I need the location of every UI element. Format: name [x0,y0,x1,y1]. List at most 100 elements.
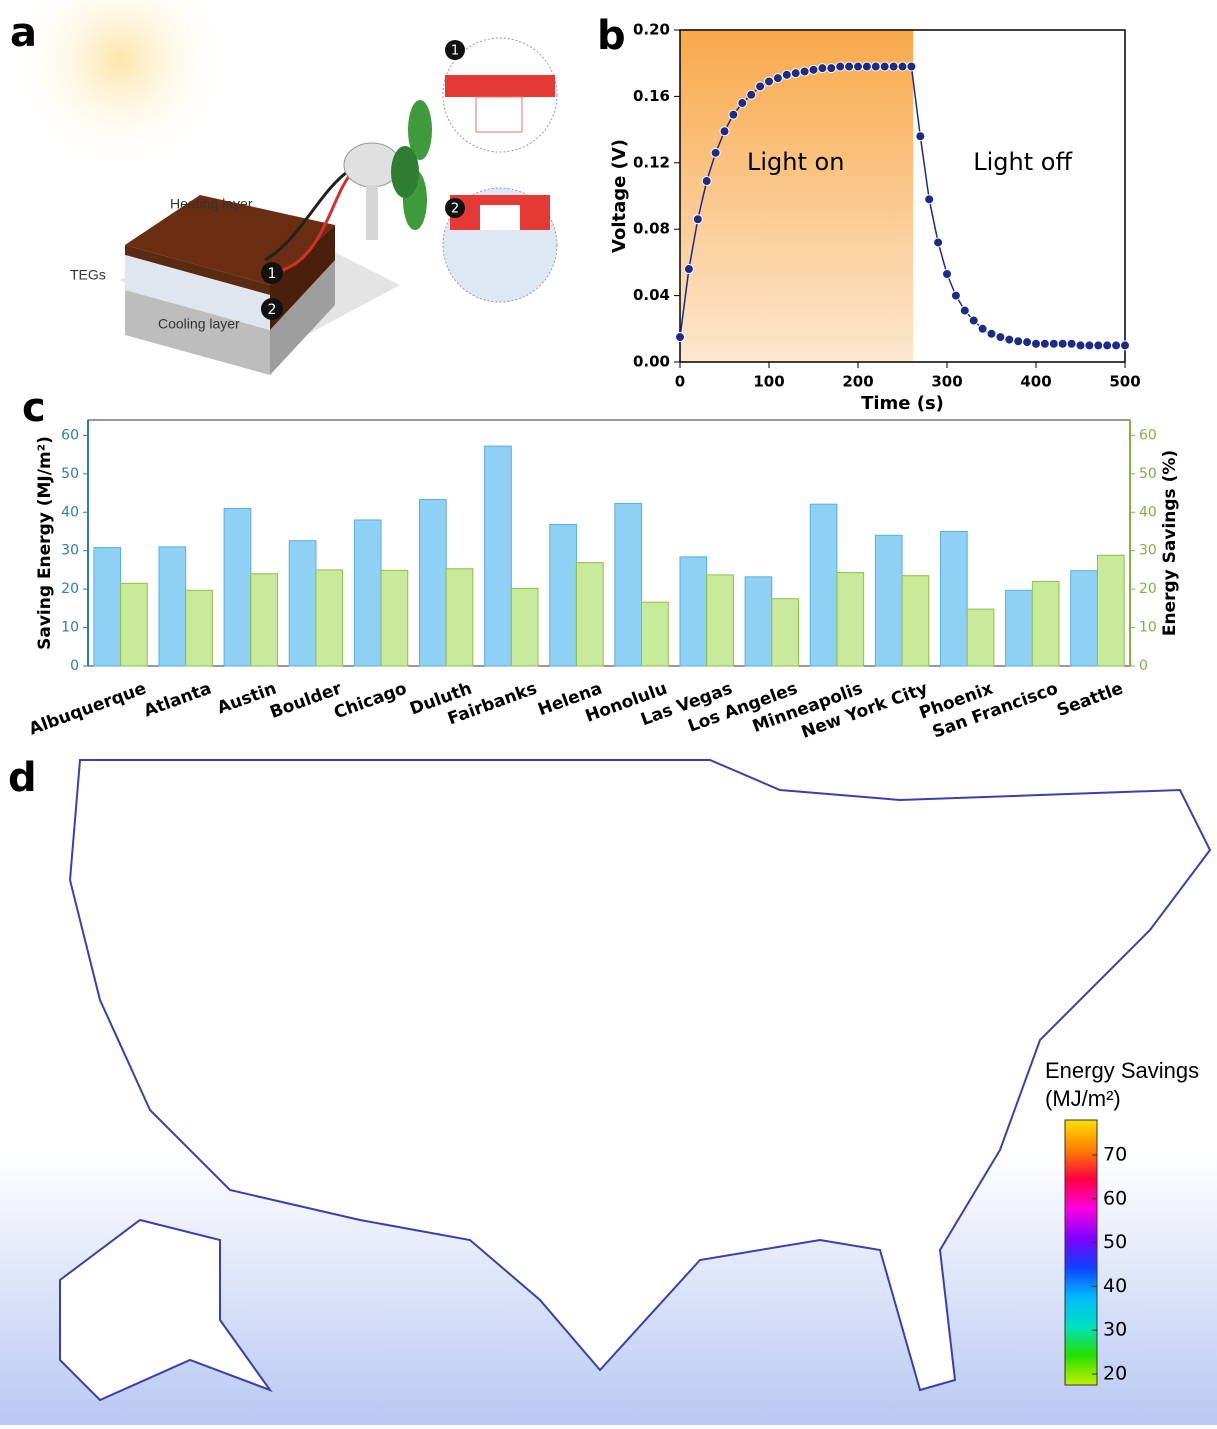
teg-layer [125,255,270,330]
point [737,98,748,109]
bar [353,519,382,667]
bar [158,546,187,667]
label: TEGs [70,267,106,283]
y2-tick-label: 30 [1139,543,1157,559]
cooling-side [270,260,335,375]
point [692,214,703,225]
bar [549,524,577,667]
wire [264,168,351,262]
point [710,147,721,158]
point [728,109,739,120]
colorbar [1064,1119,1098,1386]
bar [1031,580,1060,667]
plot-frame [679,29,1126,363]
point [1057,338,1068,349]
y-tick-label: 60 [61,427,79,443]
point [888,61,899,72]
heating-top [125,195,335,285]
point [879,61,890,72]
bar [939,530,968,667]
colorbar-tick-label: 70 [1103,1144,1127,1166]
point [1120,340,1130,351]
point [790,68,801,79]
label: Heating layer [170,196,253,212]
bar [575,562,604,667]
point [897,61,908,72]
point [781,69,792,80]
badge [261,298,283,320]
y2-tick-label: 10 [1139,620,1157,636]
point [675,332,685,343]
point [1102,340,1113,351]
y-tick-label: 40 [61,504,79,520]
bar [223,507,252,667]
bar [315,569,344,667]
bar [771,598,800,667]
point [1022,337,1033,348]
point [986,328,997,339]
y-tick-label: 0.08 [633,220,670,238]
point [826,63,837,74]
heating-side [125,245,270,295]
point [906,61,917,72]
bar [641,601,669,667]
bar [874,534,903,667]
y-axis-label: Saving Energy (MJ/m²) [35,436,55,650]
point [1111,340,1122,351]
point [959,305,970,316]
badge-text: 2 [451,202,459,217]
x-tick-label: 400 [1020,373,1051,391]
point [817,63,828,74]
point [995,332,1006,343]
bar [484,445,512,667]
badge [445,198,465,218]
y-tick-label: 10 [61,620,79,636]
annotation: Light off [973,148,1072,176]
fan-blade [391,146,419,198]
x-axis-label: Time (s) [861,393,944,414]
y2-tick-label: 20 [1139,581,1157,597]
x-tick-label: 100 [753,373,784,391]
bar [1005,589,1033,667]
y2-tick-label: 60 [1139,427,1157,443]
light-on-region [680,30,914,362]
fan-blade [408,100,432,160]
point [808,64,819,75]
sun [10,0,230,170]
x-tick-label: Atlanta [141,679,214,722]
fan-pole [366,185,378,240]
bar [93,547,122,667]
bar [966,608,995,667]
label: Cooling layer [158,316,240,332]
colorbar-unit: (MJ/m²) [1045,1086,1121,1111]
bar [120,582,148,667]
alaska-outline [59,1218,273,1402]
y2-tick-label: 40 [1139,504,1157,520]
bar [809,503,838,667]
point [1084,340,1095,351]
point [924,194,935,205]
point [1066,338,1077,349]
wire [269,174,352,274]
colorbar-tick-label: 50 [1103,1231,1127,1253]
bar [418,499,447,667]
bar [510,587,539,667]
point [1048,338,1059,349]
y-tick-label: 0.04 [633,286,670,304]
bar [901,575,930,667]
point [968,315,979,326]
bar [744,576,773,667]
inset-teg [475,96,523,133]
inset-heat [445,75,555,97]
y-tick-label: 50 [61,466,79,482]
colorbar-tick-label: 20 [1103,1363,1127,1385]
colorbar-tick-label: 40 [1103,1275,1127,1297]
point [942,269,952,280]
point [1031,338,1041,349]
panel-letter: a [10,10,37,56]
panel-letter: d [8,755,37,801]
inset-teg [480,205,520,230]
y2-tick-label: 50 [1139,466,1157,482]
colorbar-title: Energy Savings [1045,1058,1199,1083]
